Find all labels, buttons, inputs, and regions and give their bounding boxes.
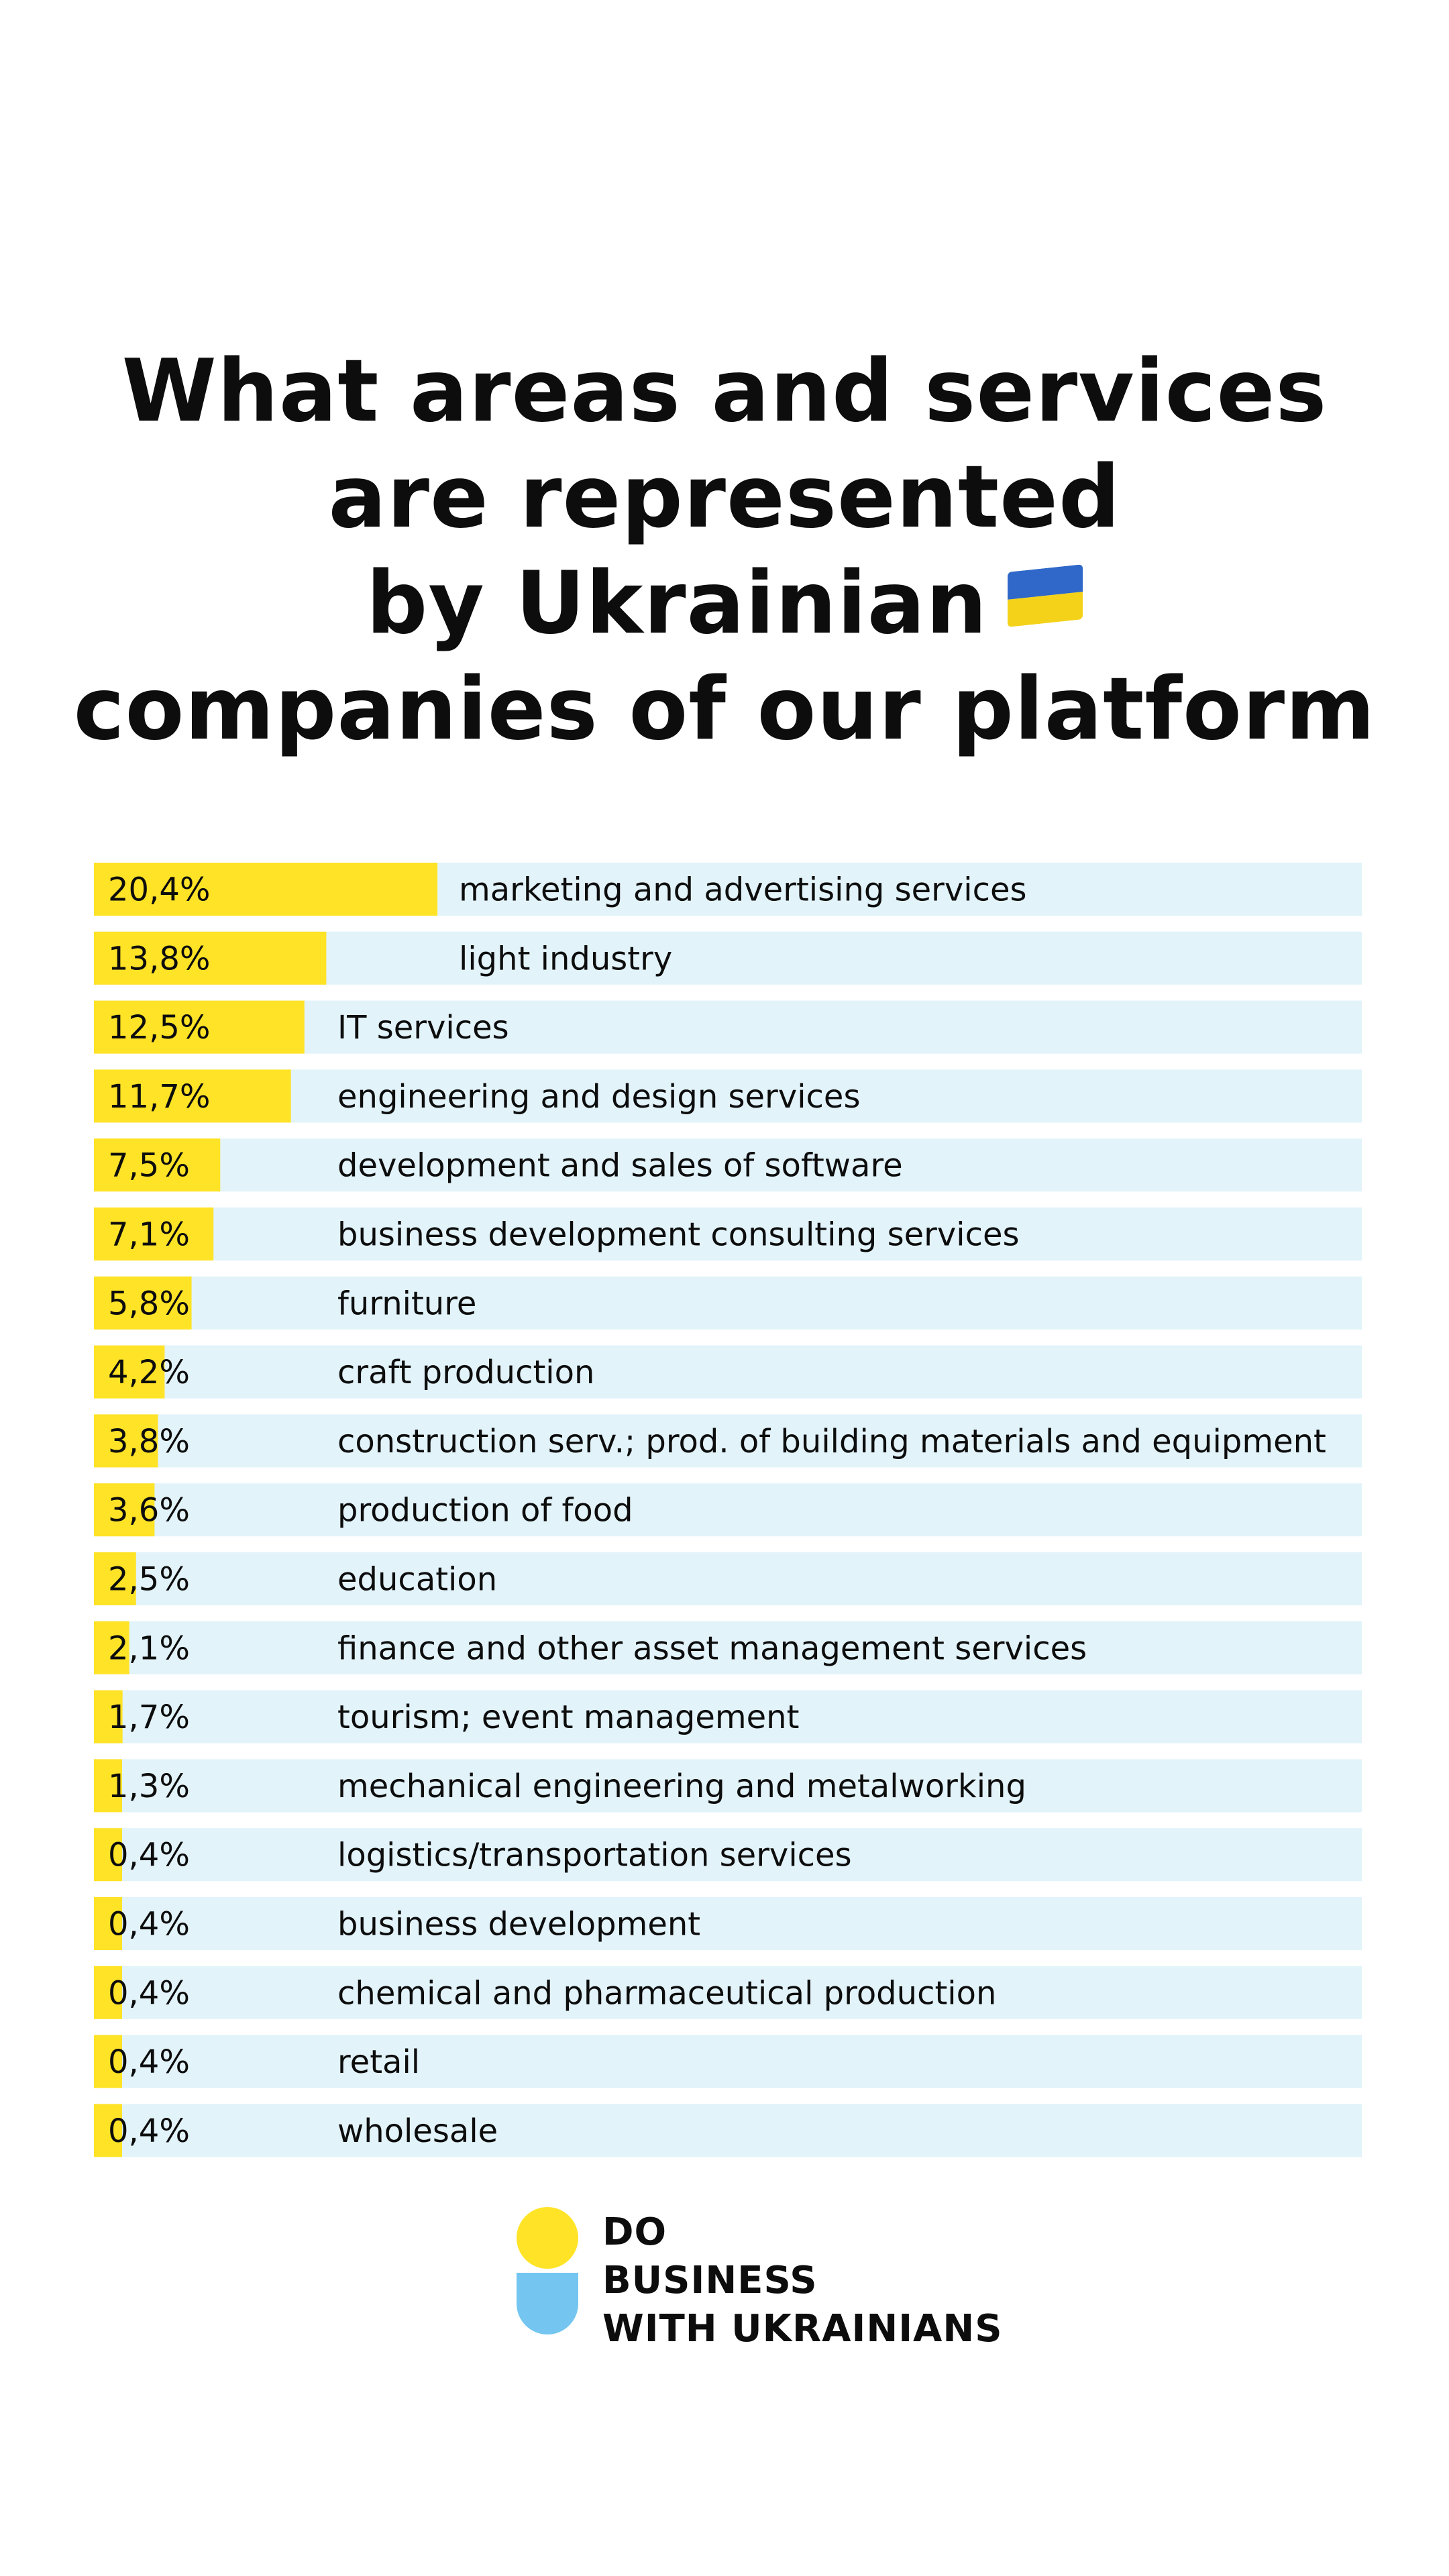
category-label: IT services xyxy=(337,1009,509,1046)
category-label: business development xyxy=(337,1906,700,1943)
data-label: 2,1% xyxy=(108,1629,190,1667)
bar-row-background xyxy=(94,1414,1362,1468)
category-label: logistics/transportation services xyxy=(337,1837,852,1874)
logo-line-2: BUSINESS xyxy=(602,2259,818,2302)
bar xyxy=(94,1966,122,2019)
bar-row-background xyxy=(94,1552,1362,1605)
category-label: education xyxy=(337,1561,497,1599)
bar xyxy=(94,1552,136,1605)
data-label: 1,7% xyxy=(108,1699,190,1736)
logo-text: DO BUSINESS WITH UKRAINIANS xyxy=(602,2208,1003,2353)
bar-row-background xyxy=(94,1138,1362,1192)
data-label: 12,5% xyxy=(108,1009,210,1046)
bar xyxy=(94,1414,158,1468)
bar-row-background xyxy=(94,2104,1362,2157)
bar-row-background xyxy=(94,1621,1362,1674)
data-label: 5,8% xyxy=(108,1285,190,1322)
logo-line-1: DO xyxy=(602,2210,667,2254)
data-label: 0,4% xyxy=(108,1974,190,2012)
bar-row-background xyxy=(94,1483,1362,1537)
category-label: finance and other asset management servi… xyxy=(337,1629,1087,1667)
bar-row-background xyxy=(94,1759,1362,1813)
data-label: 2,5% xyxy=(108,1561,190,1599)
data-label: 4,2% xyxy=(108,1354,190,1391)
logo-line-3: WITH UKRAINIANS xyxy=(602,2307,1003,2351)
category-label: development and sales of software xyxy=(337,1147,903,1185)
bar-row-background xyxy=(94,1690,1362,1743)
title-line-3-wrap: by Ukrainian xyxy=(0,551,1449,657)
data-label: 1,3% xyxy=(108,1768,190,1805)
data-label: 3,8% xyxy=(108,1423,190,1460)
bar-row-background xyxy=(94,1069,1362,1123)
bar xyxy=(94,1138,221,1192)
data-label: 3,6% xyxy=(108,1492,190,1529)
bar-row-background xyxy=(94,1828,1362,1882)
data-label: 13,8% xyxy=(108,940,210,977)
bar xyxy=(94,1345,165,1399)
bar-row-background xyxy=(94,1345,1362,1399)
bar-row-background xyxy=(94,1208,1362,1260)
category-label: production of food xyxy=(337,1492,633,1529)
bar-row-background xyxy=(94,2035,1362,2088)
bar xyxy=(94,2104,122,2157)
data-label: 0,4% xyxy=(108,1837,190,1874)
data-label: 0,4% xyxy=(108,2043,190,2081)
bar xyxy=(94,863,438,916)
category-label: mechanical engineering and metalworking xyxy=(337,1768,1026,1805)
bar xyxy=(94,1897,122,1950)
category-label: craft production xyxy=(337,1354,594,1391)
data-label: 7,1% xyxy=(108,1216,190,1254)
category-label: light industry xyxy=(459,940,672,977)
category-label: construction serv.; prod. of building ma… xyxy=(337,1423,1326,1460)
category-label: furniture xyxy=(337,1285,476,1322)
title-line-1: What areas and services xyxy=(121,341,1328,441)
bar xyxy=(94,2035,122,2088)
bar xyxy=(94,931,327,985)
bar xyxy=(94,1483,155,1537)
category-label: retail xyxy=(337,2043,420,2081)
bar xyxy=(94,1069,291,1123)
title-line-4: companies of our platform xyxy=(73,659,1376,759)
bar xyxy=(94,1690,123,1743)
category-label: marketing and advertising services xyxy=(459,871,1027,909)
bar xyxy=(94,1208,214,1260)
page-title: What areas and services are represented … xyxy=(0,339,1449,763)
logo-mark-icon xyxy=(517,2207,578,2334)
bar xyxy=(94,1828,122,1882)
data-label: 20,4% xyxy=(108,871,210,909)
bar xyxy=(94,1000,305,1054)
category-label: wholesale xyxy=(337,2112,498,2150)
data-label: 0,4% xyxy=(108,2112,190,2150)
category-label: engineering and design services xyxy=(337,1078,860,1116)
bar xyxy=(94,1621,129,1674)
category-label: tourism; event management xyxy=(337,1699,799,1736)
bar xyxy=(94,1759,122,1813)
data-label: 7,5% xyxy=(108,1147,190,1185)
bar-row-background xyxy=(94,1897,1362,1950)
bar-row-background xyxy=(94,1000,1362,1054)
bar-row-background xyxy=(94,1276,1362,1330)
data-label: 0,4% xyxy=(108,1906,190,1943)
category-label: business development consulting services xyxy=(337,1216,1020,1254)
bar xyxy=(94,1276,192,1330)
bar-row-background xyxy=(94,1966,1362,2019)
data-label: 11,7% xyxy=(108,1078,210,1116)
category-label: chemical and pharmaceutical production xyxy=(337,1974,996,2012)
logo: DO BUSINESS WITH UKRAINIANS xyxy=(517,2207,1002,2351)
title-line-2: are represented xyxy=(328,447,1121,547)
title-line-3: by Ukrainian xyxy=(366,553,988,653)
